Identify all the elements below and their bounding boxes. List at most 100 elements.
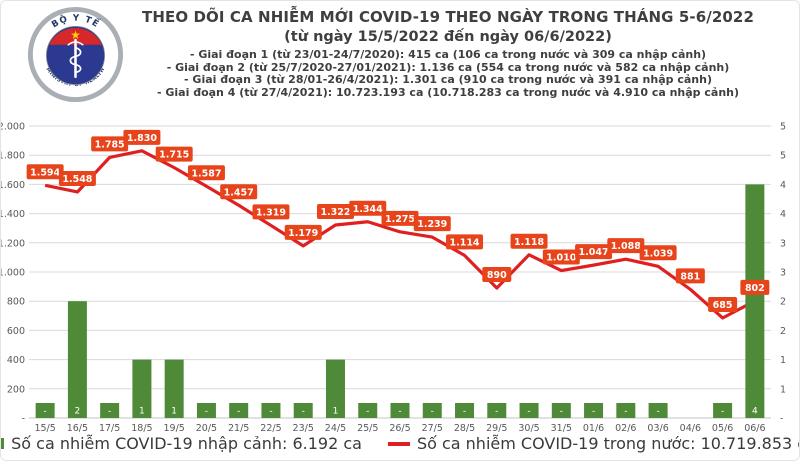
point-label-box (413, 216, 451, 232)
point-label-text: 685 (713, 300, 733, 311)
right-axis-tick-label: 3 (780, 238, 786, 249)
legend-label-domestic: Số ca nhiễm COVID-19 trong nước: 10.719.… (416, 434, 800, 453)
left-axis-tick-label: 600 (7, 326, 25, 337)
bar-value-label: - (205, 407, 208, 417)
x-axis-tick-label: 02/6 (615, 423, 636, 434)
bar-value-label: - (237, 407, 240, 417)
bar (713, 403, 733, 418)
point-label-text: 1.594 (30, 167, 60, 178)
bar (35, 403, 55, 418)
bar (487, 403, 507, 418)
left-axis-tick-label: 1.400 (1, 209, 25, 220)
x-axis-tick-label: 20/5 (196, 423, 217, 434)
page-subtitle: (từ ngày 15/5/2022 đến ngày 06/6/2022) (284, 29, 612, 45)
left-axis-tick-label: 400 (7, 355, 25, 366)
right-axis-tick-label: 2 (780, 297, 786, 308)
point-label-box (123, 129, 161, 145)
bar-value-label: - (44, 407, 47, 417)
x-axis-tick-label: 22/5 (260, 423, 281, 434)
bar-value-label: - (495, 407, 498, 417)
page-title: THEO DÕI CA NHIỄM MỚI COVID-19 THEO NGÀY… (141, 8, 755, 26)
bar-value-label: 1 (171, 407, 177, 417)
bar (390, 403, 410, 418)
x-axis-labels: 15/5 16/5 17/5 18/5 19/5 20/5 21/5 22/5 23/5 24/5… (34, 423, 765, 434)
left-axis-tick-label: 2.000 (1, 122, 25, 133)
period-summary-list: - Giai đoạn 1 (từ 23/01-24/7/2020): 415 … (119, 48, 777, 99)
right-axis-tick-label: 1 (780, 384, 786, 395)
point-label-text: 1.239 (417, 219, 447, 230)
x-axis-tick-label: 06/6 (744, 423, 765, 434)
header: THEO DÕI CA NHIỄM MỚI COVID-19 THEO NGÀY… (119, 8, 777, 99)
x-axis-tick-label: 31/5 (551, 423, 572, 434)
left-axis-tick-label: 1.000 (1, 268, 25, 279)
x-axis-tick-label: 03/6 (647, 423, 668, 434)
x-axis-tick-label: 30/5 (518, 423, 539, 434)
chart-legend: Số ca nhiễm COVID-19 nhập cảnh: 6.192 ca… (1, 434, 799, 453)
right-axis-tick-label: 5 (780, 151, 786, 162)
point-label-box (482, 267, 512, 283)
point-label-text: 881 (680, 271, 700, 282)
x-axis-tick-label: 16/5 (67, 423, 88, 434)
bar (293, 403, 313, 418)
x-axis-tick-label: 27/5 (422, 423, 443, 434)
x-axis-tick-label: 15/5 (34, 423, 55, 434)
point-label-text: 1.457 (224, 187, 254, 198)
bar (164, 359, 184, 418)
bar-value-label: 1 (333, 407, 339, 417)
point-label-box (220, 184, 258, 200)
bar-value-label: - (560, 407, 563, 417)
left-axis-tick-label: - (22, 414, 25, 425)
right-axis-tick-label: - (780, 414, 783, 425)
x-axis-tick-label: 23/5 (293, 423, 314, 434)
point-label-box (708, 296, 738, 312)
point-label-text: 1.179 (288, 228, 318, 239)
point-label-box (26, 164, 64, 180)
point-label-text: 1.785 (95, 139, 125, 150)
point-label-text: 1.715 (159, 150, 189, 161)
ministry-of-health-logo: BỘ Y TẾ MINISTRY OF HEALTH (27, 6, 124, 103)
point-label-box (675, 268, 705, 284)
point-label-text: 890 (487, 270, 507, 281)
point-label-box (510, 233, 548, 249)
bar-value-label: - (431, 407, 434, 417)
bar (648, 403, 668, 418)
point-label-text: 802 (745, 283, 765, 294)
left-axis-tick-label: 1.200 (1, 238, 25, 249)
point-label-box (316, 203, 354, 219)
bar-value-label: - (302, 407, 305, 417)
logo-star-icon (71, 30, 80, 39)
right-axis-tick-label: 1 (780, 355, 786, 366)
bar-value-label: - (366, 407, 369, 417)
legend-item-domestic-cases: Số ca nhiễm COVID-19 trong nước: 10.719.… (387, 434, 800, 453)
bar-value-label: - (624, 407, 627, 417)
bar (100, 403, 120, 418)
point-label-box (349, 200, 387, 216)
bar-value-label: 1 (139, 407, 145, 417)
bar (196, 403, 216, 418)
bar-value-label: - (108, 407, 111, 417)
x-axis-tick-label: 28/5 (454, 423, 475, 434)
bar-value-label: - (721, 407, 724, 417)
bar-value-label: - (527, 407, 530, 417)
legend-item-imported-cases: Số ca nhiễm COVID-19 nhập cảnh: 6.192 ca (1, 434, 362, 453)
bar (358, 403, 378, 418)
point-label-box (284, 224, 322, 240)
bar-value-label: - (463, 407, 466, 417)
bar (229, 403, 249, 418)
bar-series-imported-cases: - 2 - 1 1 - - - - 1 - - - - - - - - - - - 4 (35, 184, 765, 418)
bar (455, 403, 475, 418)
point-label-box (187, 165, 225, 181)
point-label-text: 1.010 (546, 253, 576, 264)
right-axis-tick-label: 4 (780, 180, 786, 191)
bar (132, 359, 152, 418)
rod-of-asclepius-icon (67, 38, 84, 79)
x-axis-tick-label: 01/6 (583, 423, 604, 434)
line-series-swatch-icon (387, 441, 410, 446)
period-3-summary: - Giai đoạn 3 (từ 28/01-26/4/2021): 1.30… (184, 73, 712, 86)
bar (616, 403, 636, 418)
bar-value-label: 4 (752, 407, 758, 417)
x-axis-tick-label: 04/6 (680, 423, 701, 434)
point-label-text: 1.322 (320, 207, 350, 218)
